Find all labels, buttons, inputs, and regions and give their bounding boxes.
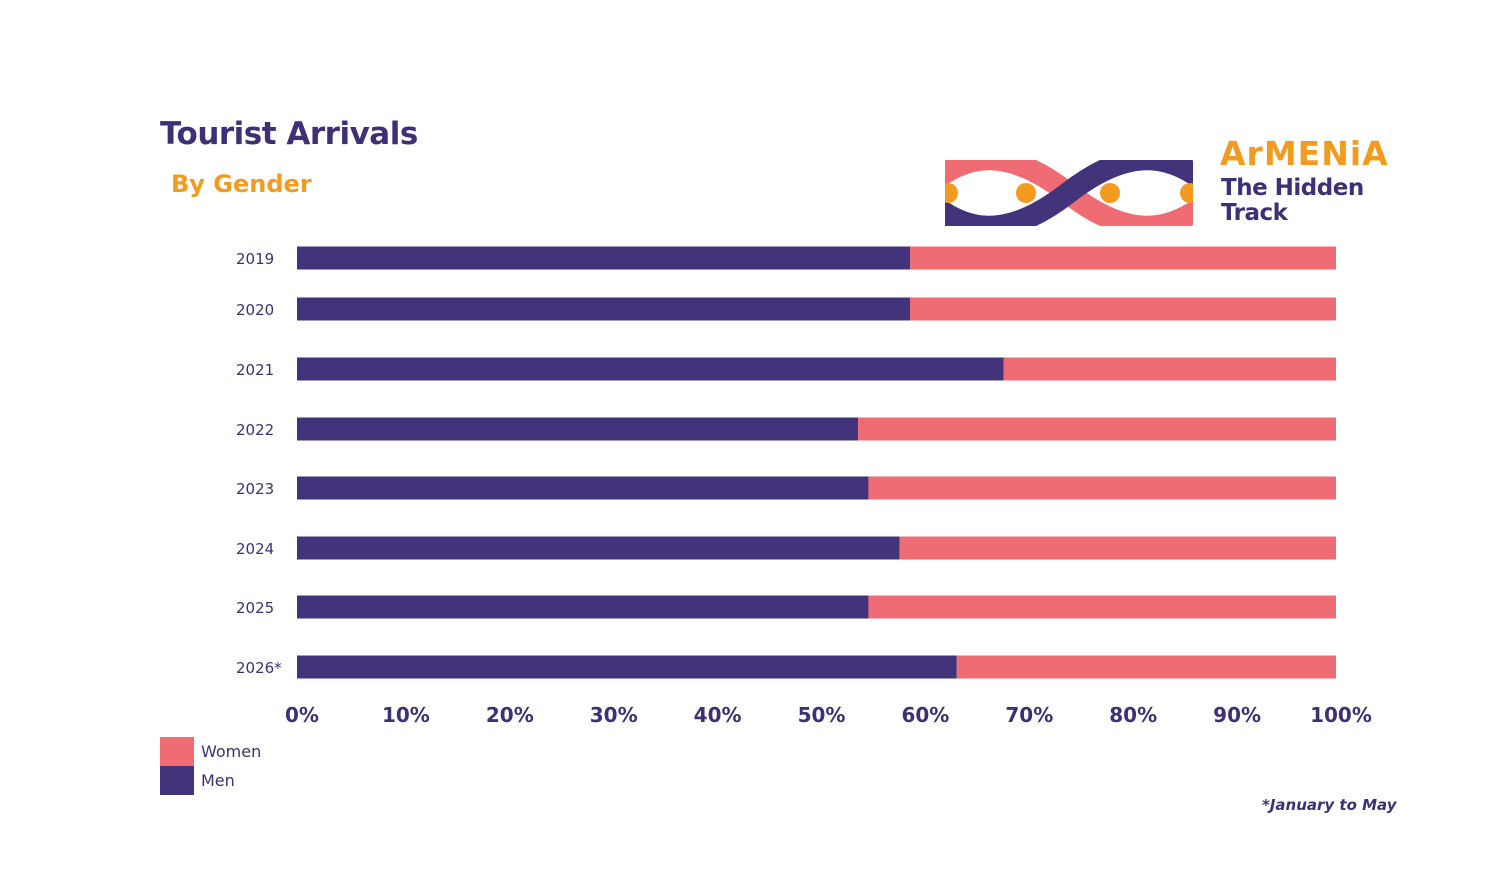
bar-women-2026* (956, 655, 1336, 679)
logo-wordmark: ArMENiA (1220, 134, 1389, 173)
x-tick-label: 40% (694, 703, 742, 727)
logo-tagline-line1: The Hidden (1221, 175, 1364, 201)
bar-women-2019 (910, 246, 1336, 270)
bar-women-2024 (899, 536, 1336, 560)
legend-label-men: Men (201, 771, 235, 790)
legend-label-women: Women (201, 742, 262, 761)
bar-women-2025 (868, 595, 1336, 619)
bar-women-2023 (868, 476, 1336, 500)
logo-tagline-line2: Track (1221, 200, 1288, 226)
bar-men-2023 (297, 476, 869, 500)
bar-men-2026* (297, 655, 957, 679)
bar-women-2022 (858, 417, 1336, 441)
x-tick-label: 70% (1005, 703, 1053, 727)
x-tick-label: 20% (486, 703, 534, 727)
bar-women-2020 (910, 297, 1336, 321)
x-tick-label: 60% (901, 703, 949, 727)
category-label-2025: 2025 (236, 599, 274, 617)
category-label-2023: 2023 (236, 480, 274, 498)
bar-men-2025 (297, 595, 869, 619)
category-label-2026*: 2026* (236, 659, 282, 677)
bar-men-2021 (297, 357, 1004, 381)
armenia-logo-icon (945, 160, 1193, 226)
category-label-2022: 2022 (236, 421, 274, 439)
bar-men-2020 (297, 297, 911, 321)
category-label-2019: 2019 (236, 250, 274, 268)
chart-title: Tourist Arrivals (160, 116, 418, 152)
x-tick-label: 10% (382, 703, 430, 727)
x-tick-label: 30% (590, 703, 638, 727)
legend-swatch-women (160, 737, 194, 766)
bar-men-2024 (297, 536, 900, 560)
category-label-2021: 2021 (236, 361, 274, 379)
footnote: *January to May (1262, 796, 1397, 814)
x-tick-label: 80% (1109, 703, 1157, 727)
bar-men-2022 (297, 417, 859, 441)
bar-men-2019 (297, 246, 911, 270)
category-label-2024: 2024 (236, 540, 274, 558)
x-tick-label: 90% (1213, 703, 1261, 727)
x-tick-label: 0% (285, 703, 319, 727)
legend-swatch-men (160, 766, 194, 795)
x-tick-label: 50% (798, 703, 846, 727)
logo-tagline: The Hidden Track (1221, 176, 1364, 226)
category-label-2020: 2020 (236, 301, 274, 319)
bar-women-2021 (1003, 357, 1336, 381)
chart-subtitle: By Gender (171, 170, 312, 198)
x-tick-label: 100% (1310, 703, 1372, 727)
